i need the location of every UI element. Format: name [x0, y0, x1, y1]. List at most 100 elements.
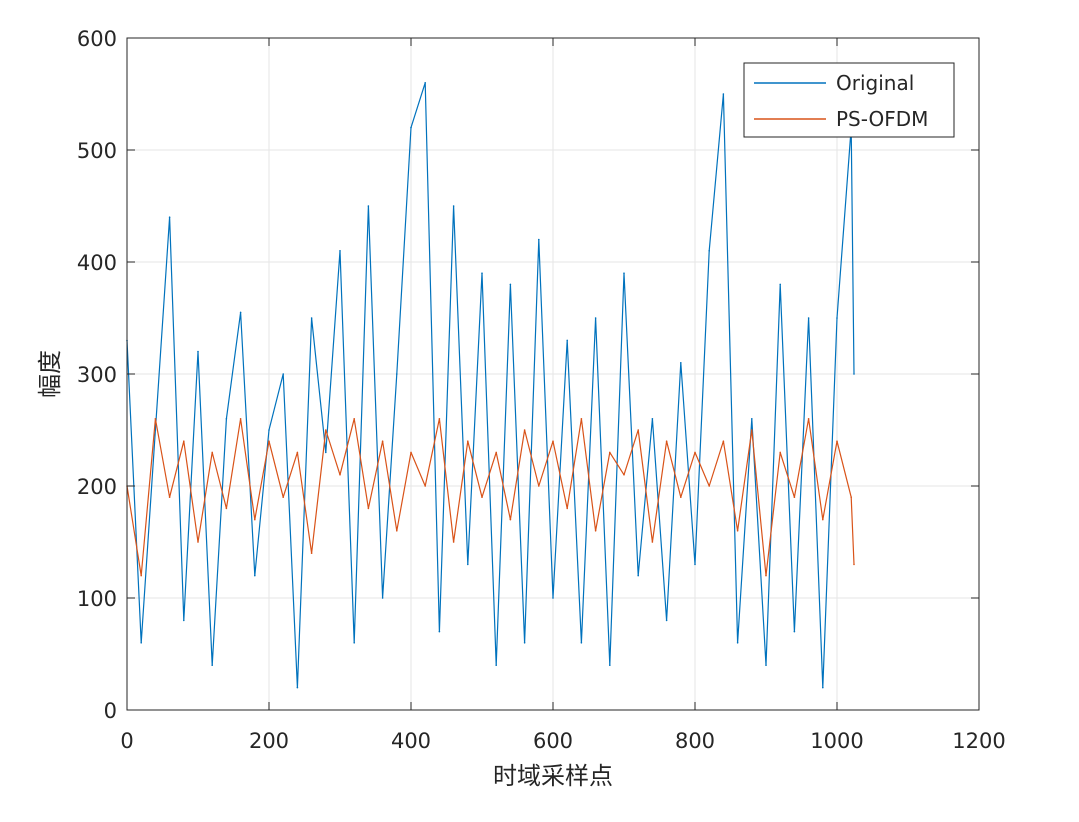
data-point — [850, 496, 852, 499]
data-point — [552, 597, 554, 599]
data-point — [154, 418, 157, 420]
data-point — [268, 429, 270, 431]
data-point — [367, 205, 370, 207]
data-point — [495, 664, 498, 666]
legend-box — [743, 62, 955, 138]
data-point — [239, 311, 242, 314]
y-tick-label: 600 — [77, 27, 117, 51]
data-point — [765, 664, 767, 666]
x-axis-ticks: 0 200 400 600 800 1000 1200 — [120, 38, 1006, 753]
data-point — [396, 373, 398, 375]
data-point — [779, 451, 781, 454]
data-point — [637, 429, 639, 431]
data-point — [680, 496, 682, 499]
data-point — [381, 440, 384, 443]
data-point — [836, 317, 838, 319]
data-point — [694, 451, 696, 454]
data-point — [481, 272, 483, 275]
data-point — [538, 238, 540, 241]
data-point — [452, 541, 455, 543]
data-point — [310, 552, 313, 554]
data-point — [566, 339, 568, 342]
data-point — [822, 686, 824, 689]
data-point — [339, 474, 341, 476]
data-point — [609, 664, 611, 666]
x-tick-label: 0 — [120, 729, 133, 753]
data-point — [168, 496, 171, 499]
data-point — [452, 205, 455, 207]
x-axis-label: 时域采样点 — [493, 762, 613, 790]
data-point — [623, 272, 625, 275]
data-point — [793, 496, 796, 499]
data-point — [325, 451, 327, 454]
y-axis-label: 幅度 — [36, 350, 64, 398]
legend-label: PS-OFDM — [836, 107, 928, 131]
data-point — [325, 429, 327, 431]
data-point — [296, 686, 299, 689]
data-point — [467, 440, 469, 443]
data-point — [665, 619, 668, 622]
data-point — [651, 418, 654, 420]
data-point — [339, 250, 341, 252]
data-point — [736, 642, 739, 644]
data-point — [523, 429, 526, 431]
data-point — [538, 485, 540, 487]
x-tick-label: 800 — [675, 729, 715, 753]
legend: Original PS-OFDM — [743, 62, 955, 138]
data-point — [183, 619, 185, 622]
y-tick-label: 400 — [77, 251, 117, 275]
data-point — [694, 563, 696, 566]
data-point — [637, 574, 639, 577]
y-axis-ticks: 0 100 200 300 400 500 600 — [77, 27, 979, 723]
y-tick-label: 500 — [77, 139, 117, 163]
data-point — [410, 126, 412, 129]
data-point — [708, 250, 710, 252]
data-point — [736, 530, 739, 532]
y-tick-label: 300 — [77, 363, 117, 387]
x-tick-label: 600 — [533, 729, 573, 753]
data-point — [467, 563, 469, 566]
data-point — [197, 541, 199, 543]
data-point — [609, 451, 611, 454]
data-point — [594, 530, 597, 532]
data-point — [751, 418, 753, 420]
data-point — [396, 530, 398, 532]
x-tick-label: 200 — [249, 729, 289, 753]
data-point — [225, 507, 228, 510]
data-point — [552, 440, 554, 443]
data-point — [722, 93, 725, 95]
data-point — [254, 574, 256, 577]
data-point — [438, 418, 441, 420]
data-point — [722, 440, 725, 443]
data-point — [168, 216, 171, 218]
data-point — [708, 485, 710, 487]
data-point — [424, 485, 427, 487]
x-tick-label: 400 — [391, 729, 431, 753]
data-point — [410, 451, 412, 454]
data-point — [807, 418, 810, 420]
legend-label: Original — [836, 71, 914, 95]
data-point — [296, 451, 299, 454]
data-point — [438, 630, 441, 633]
data-point — [836, 440, 838, 443]
data-point — [254, 518, 256, 521]
data-point — [239, 418, 242, 420]
data-point — [424, 82, 427, 84]
data-point — [665, 440, 668, 443]
data-point — [580, 418, 583, 420]
data-point — [353, 642, 356, 644]
data-point — [353, 418, 356, 420]
data-point — [765, 574, 767, 577]
data-point — [523, 642, 526, 644]
y-tick-label: 200 — [77, 475, 117, 499]
data-point — [509, 518, 512, 521]
data-point — [140, 642, 142, 644]
series-layer — [126, 82, 855, 689]
data-point — [495, 451, 498, 454]
data-point — [481, 496, 483, 499]
data-point — [651, 541, 654, 543]
data-point — [853, 373, 855, 375]
data-point — [594, 317, 597, 319]
x-tick-label: 1000 — [810, 729, 863, 753]
